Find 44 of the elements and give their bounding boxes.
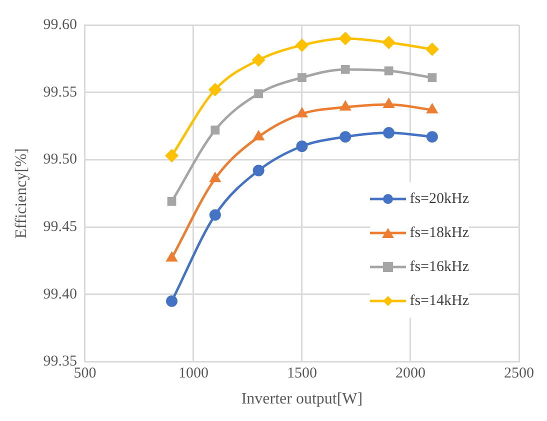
- x-tick-label: 1000: [178, 366, 208, 382]
- point: [210, 126, 220, 135]
- point: [166, 149, 178, 162]
- x-tick-label: 1500: [286, 366, 317, 382]
- point: [340, 131, 352, 143]
- legend-label: fs=14kHz: [410, 292, 469, 310]
- legend-label: fs=18kHz: [410, 224, 469, 242]
- point: [339, 32, 352, 45]
- point: [384, 66, 394, 76]
- point: [383, 127, 395, 139]
- x-tick-label: 2000: [395, 366, 426, 382]
- y-tick-label: 99.60: [43, 16, 77, 33]
- point: [208, 83, 222, 96]
- x-tick-label: 2500: [504, 366, 534, 382]
- point: [426, 43, 438, 56]
- point: [296, 38, 308, 52]
- point: [252, 54, 265, 66]
- point: [209, 209, 221, 221]
- y-tick-label: 99.55: [43, 84, 77, 100]
- x-axis-title: Inverter output[W]: [241, 390, 363, 408]
- point: [210, 172, 220, 182]
- point: [253, 131, 264, 140]
- point: [166, 295, 178, 307]
- y-tick-label: 99.50: [43, 152, 77, 168]
- point: [166, 252, 177, 262]
- point: [426, 131, 438, 143]
- point: [340, 101, 351, 111]
- point: [428, 73, 437, 82]
- point: [296, 108, 308, 118]
- point: [340, 65, 350, 74]
- point: [427, 104, 438, 114]
- x-tick-label: 500: [74, 366, 96, 382]
- legend-label: fs=16kHz: [410, 258, 469, 276]
- point: [254, 89, 263, 98]
- point: [382, 36, 396, 49]
- point: [252, 164, 264, 176]
- point: [296, 140, 308, 152]
- y-tick-label: 99.40: [43, 286, 77, 302]
- point: [298, 73, 306, 82]
- point: [384, 98, 394, 108]
- y-axis-title: Efficiency[%]: [12, 148, 30, 239]
- point: [167, 197, 176, 206]
- y-tick-label: 99.45: [43, 219, 77, 236]
- legend-label: fs=20kHz: [410, 190, 469, 208]
